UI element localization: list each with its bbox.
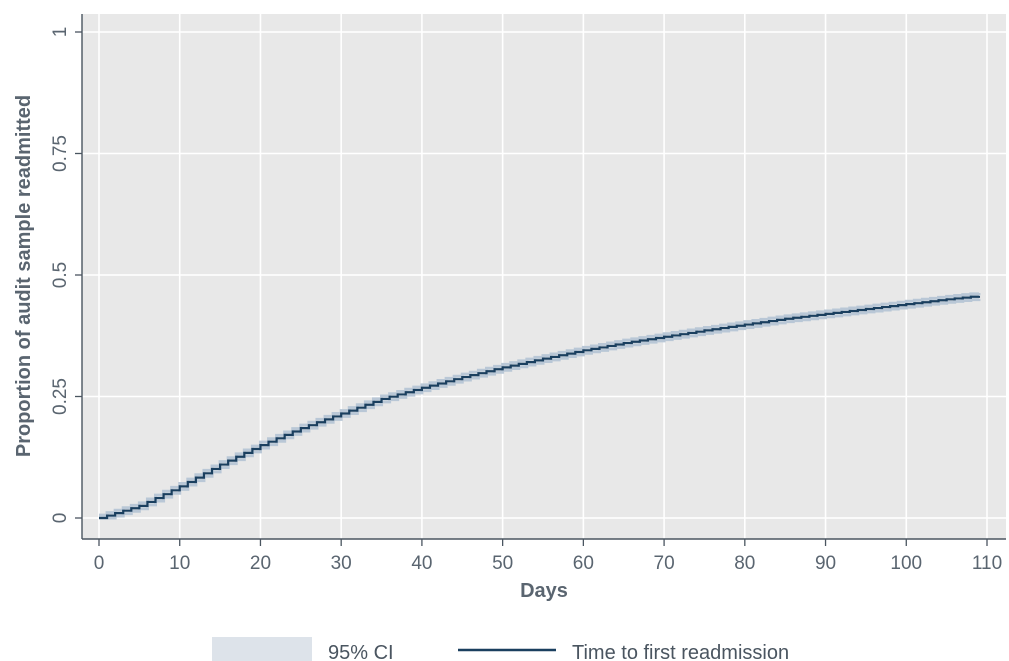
grid	[82, 14, 1006, 539]
tick-labels: 0 10 20 30 40 50 60 70 80 90 100 110 0 0.25 0.5 0.75 1	[50, 27, 1002, 574]
series-line-group	[99, 295, 981, 520]
legend-ci-label: 95% CI	[328, 642, 394, 661]
x-tick-label: 30	[331, 553, 352, 574]
x-tick-label: 10	[169, 553, 190, 574]
x-tick-label: 110	[972, 553, 1002, 574]
x-tick-label: 90	[815, 553, 836, 574]
x-tick-label: 80	[734, 553, 755, 574]
legend-ci-swatch	[212, 637, 312, 661]
series-line-time-to-first-readmission	[99, 295, 981, 520]
ci-upper	[99, 292, 981, 517]
x-tick-label: 20	[250, 553, 271, 574]
x-tick-label: 100	[890, 553, 922, 574]
y-tick-label: 0	[50, 513, 71, 524]
ci-lower	[99, 298, 981, 520]
legend: 95% CI Time to first readmission	[212, 637, 789, 661]
x-tick-label: 50	[492, 553, 513, 574]
y-tick-label: 0.5	[50, 262, 71, 288]
y-axis-title: Proportion of audit sample readmitted	[13, 95, 35, 457]
y-tick-label: 1	[50, 27, 71, 38]
axes	[75, 14, 1006, 546]
legend-line-label: Time to first readmission	[572, 642, 789, 661]
x-tick-label: 0	[94, 553, 105, 574]
plot-background	[82, 14, 1006, 539]
x-axis-title: Days	[520, 580, 568, 602]
x-tick-label: 70	[654, 553, 675, 574]
y-tick-label: 0.75	[50, 135, 71, 172]
x-tick-label: 40	[411, 553, 432, 574]
y-tick-label: 0.25	[50, 378, 71, 415]
ci-band	[99, 292, 981, 520]
x-tick-label: 60	[573, 553, 594, 574]
